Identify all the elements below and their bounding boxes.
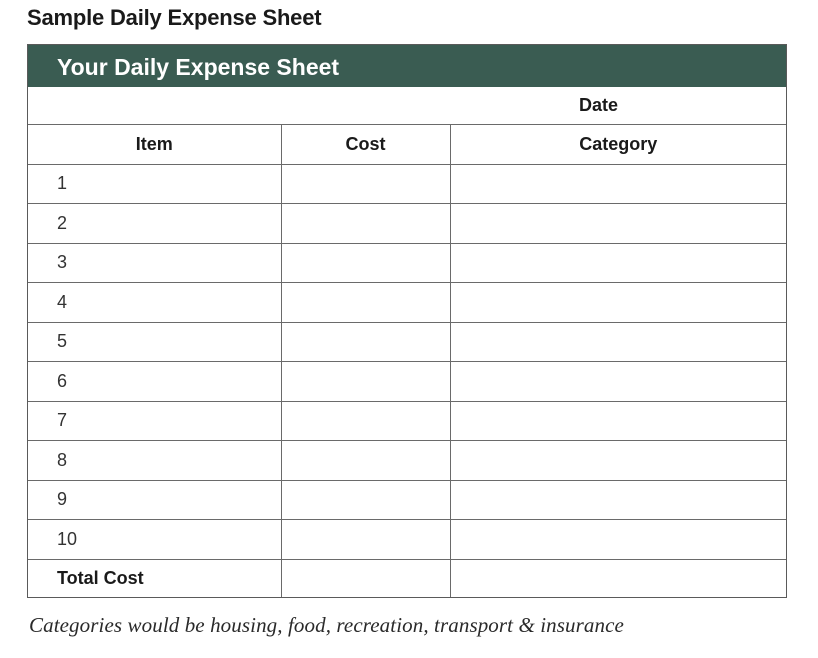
category-cell[interactable] xyxy=(449,479,786,520)
column-header-category: Category xyxy=(449,123,786,164)
categories-footnote: Categories would be housing, food, recre… xyxy=(29,613,624,637)
category-cell[interactable] xyxy=(449,400,786,441)
cost-cell[interactable] xyxy=(280,203,450,243)
cost-cell[interactable] xyxy=(280,400,450,441)
cost-cell[interactable] xyxy=(280,440,450,480)
total-category-cell[interactable] xyxy=(449,558,786,597)
item-number-cell[interactable]: 9 xyxy=(28,479,281,520)
table-row: 7 xyxy=(28,400,786,441)
item-number-cell[interactable]: 6 xyxy=(28,361,281,401)
date-label: Date xyxy=(578,94,618,115)
table-row: 2 xyxy=(28,203,786,243)
table-row: 8 xyxy=(28,440,786,480)
cost-cell[interactable] xyxy=(280,321,450,362)
cost-cell[interactable] xyxy=(280,242,450,283)
item-number-cell[interactable]: 10 xyxy=(28,519,281,559)
category-cell[interactable] xyxy=(449,321,786,362)
date-row: Date xyxy=(28,87,786,124)
cost-cell[interactable] xyxy=(280,519,450,559)
cost-cell[interactable] xyxy=(280,361,450,401)
item-number-cell[interactable]: 7 xyxy=(28,400,281,441)
column-header-item: Item xyxy=(28,123,281,164)
sheet-banner: Your Daily Expense Sheet xyxy=(28,45,786,87)
total-cost-cell[interactable] xyxy=(280,558,450,597)
header-row: Item Cost Category xyxy=(28,123,786,164)
total-cost-label: Total Cost xyxy=(28,558,281,597)
expense-table: Date Item Cost Category 1 2 3 4 5 6 7 8 9 10 Total… xyxy=(28,87,786,597)
item-number-cell[interactable]: 8 xyxy=(28,440,281,480)
category-cell[interactable] xyxy=(449,440,786,480)
table-row: 4 xyxy=(28,282,786,322)
item-number-cell[interactable]: 1 xyxy=(28,163,281,204)
table-row: 3 xyxy=(28,242,786,283)
table-row: 10 xyxy=(28,519,786,559)
category-cell[interactable] xyxy=(449,242,786,283)
category-cell[interactable] xyxy=(449,203,786,243)
item-number-cell[interactable]: 2 xyxy=(28,203,281,243)
category-cell[interactable] xyxy=(449,163,786,204)
item-number-cell[interactable]: 4 xyxy=(28,282,281,322)
table-row: 9 xyxy=(28,479,786,520)
category-cell[interactable] xyxy=(449,519,786,559)
cost-cell[interactable] xyxy=(280,163,450,204)
total-row: Total Cost xyxy=(28,558,786,597)
cost-cell[interactable] xyxy=(280,479,450,520)
page-title: Sample Daily Expense Sheet xyxy=(27,5,322,30)
table-row: 5 xyxy=(28,321,786,362)
column-header-cost: Cost xyxy=(280,123,450,164)
table-row: 1 xyxy=(28,163,786,204)
item-number-cell[interactable]: 3 xyxy=(28,242,281,283)
table-row: 6 xyxy=(28,361,786,401)
cost-cell[interactable] xyxy=(280,282,450,322)
category-cell[interactable] xyxy=(449,361,786,401)
item-number-cell[interactable]: 5 xyxy=(28,321,281,362)
category-cell[interactable] xyxy=(449,282,786,322)
expense-sheet: Your Daily Expense Sheet Date Item Cost … xyxy=(27,44,787,598)
date-cell[interactable]: Date xyxy=(28,87,786,124)
